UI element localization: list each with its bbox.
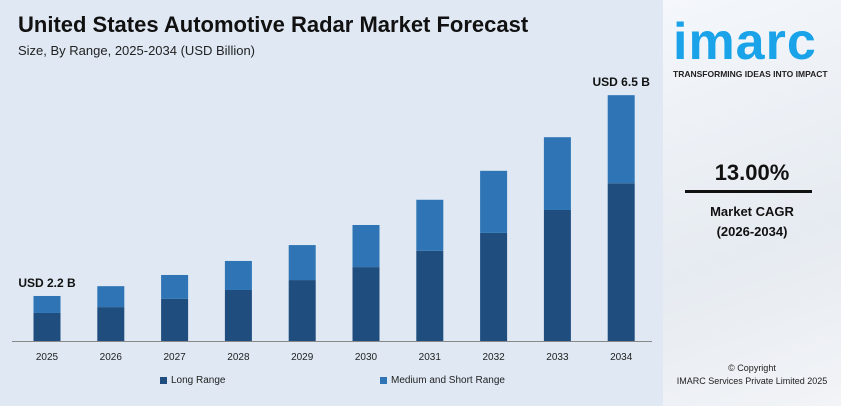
bar-long-range-2031 bbox=[416, 250, 444, 341]
bar-medium-short-range-2027 bbox=[161, 274, 189, 299]
x-tick-label: 2025 bbox=[36, 352, 59, 363]
bar-medium-short-range-2028 bbox=[224, 260, 252, 290]
bar-long-range-2025 bbox=[33, 312, 61, 341]
divider bbox=[685, 190, 812, 193]
bar-long-range-2033 bbox=[543, 209, 571, 341]
brand-tagline: TRANSFORMING IDEAS INTO IMPACT bbox=[673, 69, 828, 79]
bar-long-range-2032 bbox=[480, 232, 508, 341]
data-label: USD 2.2 B bbox=[18, 276, 76, 290]
x-tick-label: 2032 bbox=[482, 352, 505, 363]
info-panel bbox=[663, 0, 841, 406]
bar-long-range-2029 bbox=[288, 280, 316, 341]
legend-label: Long Range bbox=[171, 375, 226, 386]
x-tick-label: 2030 bbox=[355, 352, 378, 363]
bar-chart: 2025 USD 2.2 B 2026 2027 2028 2029 2030 2031 203… bbox=[12, 75, 652, 363]
bar-medium-short-range-2034 bbox=[607, 95, 635, 184]
legend-long-range: Long Range bbox=[160, 375, 226, 386]
bar-medium-short-range-2033 bbox=[543, 137, 571, 210]
cagr-period: (2026-2034) bbox=[716, 224, 788, 239]
bar-medium-short-range-2032 bbox=[480, 170, 508, 233]
data-label: USD 6.5 B bbox=[593, 75, 651, 89]
x-tick-label: 2034 bbox=[610, 352, 633, 363]
copyright: © Copyright bbox=[728, 363, 776, 373]
x-tick-label: 2026 bbox=[100, 352, 123, 363]
legend-swatch bbox=[380, 377, 387, 384]
x-tick-label: 2031 bbox=[419, 352, 442, 363]
legend-label: Medium and Short Range bbox=[391, 375, 505, 386]
cagr-value: 13.00% bbox=[714, 160, 790, 185]
company-name: IMARC Services Private Limited 2025 bbox=[676, 376, 828, 386]
bar-long-range-2030 bbox=[352, 267, 380, 341]
chart-subtitle: Size, By Range, 2025-2034 (USD Billion) bbox=[18, 43, 256, 58]
bar-long-range-2028 bbox=[224, 289, 252, 341]
bar-medium-short-range-2030 bbox=[352, 224, 380, 268]
x-tick-label: 2028 bbox=[227, 352, 250, 363]
cagr-label: Market CAGR bbox=[710, 204, 794, 219]
bar-long-range-2034 bbox=[607, 183, 635, 341]
legend-medium-short-range: Medium and Short Range bbox=[380, 375, 505, 386]
x-tick-label: 2027 bbox=[163, 352, 186, 363]
bar-long-range-2027 bbox=[161, 298, 189, 341]
legend-swatch bbox=[160, 377, 167, 384]
imarc-logo: imarc bbox=[673, 13, 817, 71]
x-tick-label: 2033 bbox=[546, 352, 569, 363]
bar-long-range-2026 bbox=[97, 307, 125, 341]
bar-medium-short-range-2029 bbox=[288, 245, 316, 281]
bar-medium-short-range-2025 bbox=[33, 295, 61, 313]
bar-medium-short-range-2026 bbox=[97, 286, 125, 308]
x-tick-label: 2029 bbox=[291, 352, 314, 363]
chart-title: United States Automotive Radar Market Fo… bbox=[18, 12, 529, 37]
bar-medium-short-range-2031 bbox=[416, 199, 444, 251]
